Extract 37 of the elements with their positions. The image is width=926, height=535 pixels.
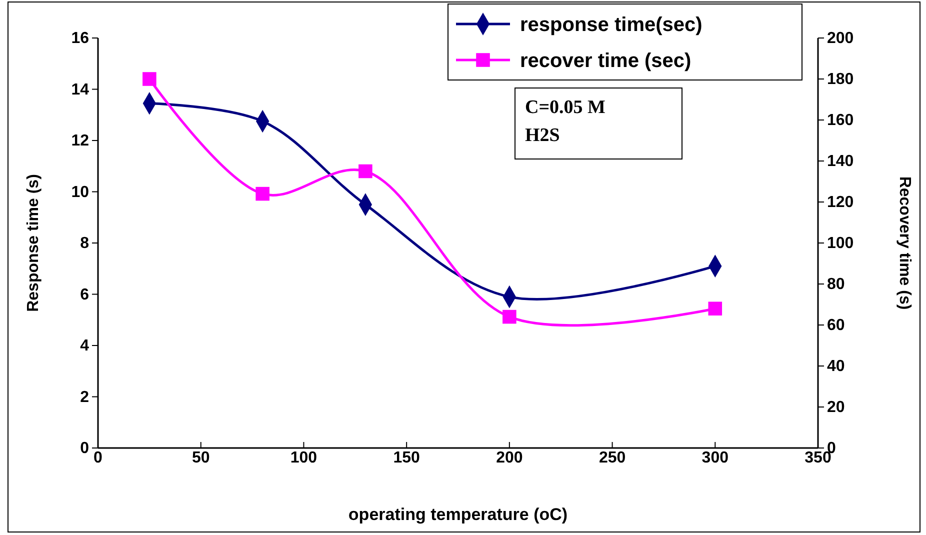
y-tick-label: 10 [71,184,90,201]
point [358,164,372,178]
legend-label: recover time (sec) [520,50,692,72]
y2-tick-label: 100 [827,235,854,252]
y2-tick-label: 40 [827,358,845,376]
x-tick-label: 300 [702,449,729,466]
annotation: C=0.05 M [525,97,606,118]
y-tick-label: 14 [71,81,90,98]
x-tick-label: 50 [192,449,210,466]
annotation: H2S [525,125,560,146]
x-tick-label: 250 [598,449,626,466]
x-tick-label: 200 [496,449,523,466]
x-tick-label: 100 [290,449,318,466]
y2-tick-label: 140 [827,153,854,170]
y-tick-label: 16 [71,30,90,48]
y2-tick-label: 160 [827,112,854,130]
y-axis-title: Response time (s) [25,174,42,312]
y2-tick-label: 120 [827,194,854,212]
y-tick-label: 4 [80,338,90,355]
legend-label: response time(sec) [520,14,702,36]
point [502,310,516,324]
y2-tick-label: 80 [827,276,845,294]
y-tick-label: 8 [80,235,90,252]
y-tick-label: 6 [80,286,90,304]
y2-axis-title: Recovery time (s) [896,176,913,310]
point [256,186,270,201]
y2-tick-label: 180 [827,71,854,88]
x-tick-label: 150 [393,449,420,466]
y2-tick-label: 200 [827,30,854,48]
y2-tick-label: 20 [827,399,845,416]
y-tick-label: 12 [71,132,90,150]
point [142,72,156,86]
x-tick-label: 0 [94,449,103,466]
y-tick-label: 2 [80,388,90,406]
y2-tick-label: 60 [827,317,845,334]
x-axis-title: operating temperature (oC) [348,505,568,524]
point [708,302,722,316]
